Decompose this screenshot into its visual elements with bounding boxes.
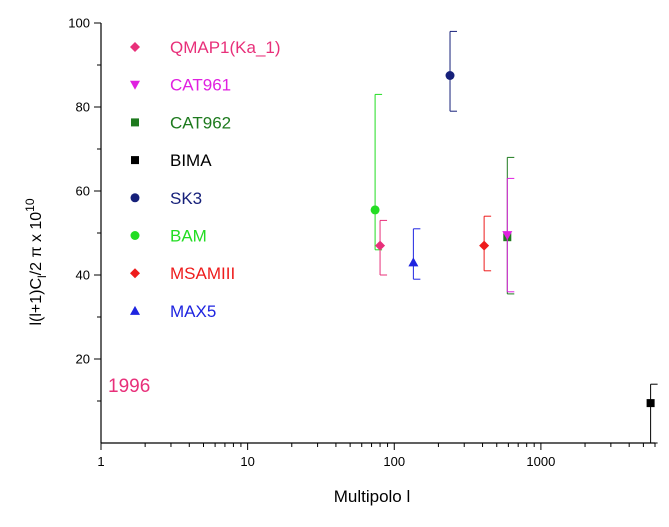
legend-label-bima: BIMA (170, 151, 212, 170)
y-axis-label-sup: 10 (23, 198, 37, 212)
legend-label-cat962: CAT962 (170, 113, 231, 132)
legend-label-cat961: CAT961 (170, 76, 231, 95)
legend-label-max5: MAX5 (170, 302, 216, 321)
x-tick-label: 100 (383, 454, 405, 469)
legend-marker-bam (130, 231, 140, 240)
legend-label-bam: BAM (170, 227, 207, 246)
y-tick-label: 20 (76, 352, 90, 367)
data-point-msamiii (479, 240, 490, 251)
legend-marker-sk3 (130, 193, 140, 203)
x-tick-label: 10 (240, 454, 254, 469)
x-tick-label: 1000 (526, 454, 555, 469)
legend-marker-max5 (130, 305, 140, 315)
y-axis-label-sub: l (35, 275, 49, 278)
data-point-cat961 (502, 231, 513, 241)
ticks: 1 10 100 1000 20 40 60 80 100 (68, 16, 656, 469)
legend-label-sk3: SK3 (170, 189, 202, 208)
legend-label-qmap1-ka-1: QMAP1(Ka_1) (170, 38, 281, 57)
y-tick-label: 60 (76, 184, 90, 199)
x-tick-label: 1 (97, 454, 104, 469)
legend-label-msamiii: MSAMIII (170, 264, 235, 283)
data-point-bam (370, 205, 380, 215)
y-axis-label-main: l(l+1)C (28, 278, 45, 326)
data-point-qmap1-ka-1 (375, 240, 386, 251)
data-point-sk3 (445, 71, 455, 80)
data-marks (370, 30, 658, 444)
annotation-1996: 1996 (108, 376, 150, 397)
y-tick-label: 40 (76, 268, 90, 283)
legend-marker-qmap1-ka-1 (130, 42, 140, 52)
y-tick-label: 80 (76, 100, 90, 115)
legend-marker-bima (131, 156, 139, 165)
y-tick-label: 100 (68, 16, 90, 31)
data-point-bima (646, 399, 655, 408)
y-axis-label: l(l+1)Cl/2 π x 1010 (23, 198, 49, 325)
data-point-max5 (408, 257, 419, 267)
y-axis-label-mid: /2 π x 10 (28, 212, 45, 276)
legend: QMAP1(Ka_1) CAT961 CAT962 BIMA SK3 BAM MSAMIII… (130, 38, 281, 321)
legend-marker-msamiii (130, 268, 140, 279)
x-axis-label: Multipolo l (334, 487, 411, 506)
legend-marker-cat962 (131, 118, 139, 127)
legend-marker-cat961 (130, 80, 140, 90)
